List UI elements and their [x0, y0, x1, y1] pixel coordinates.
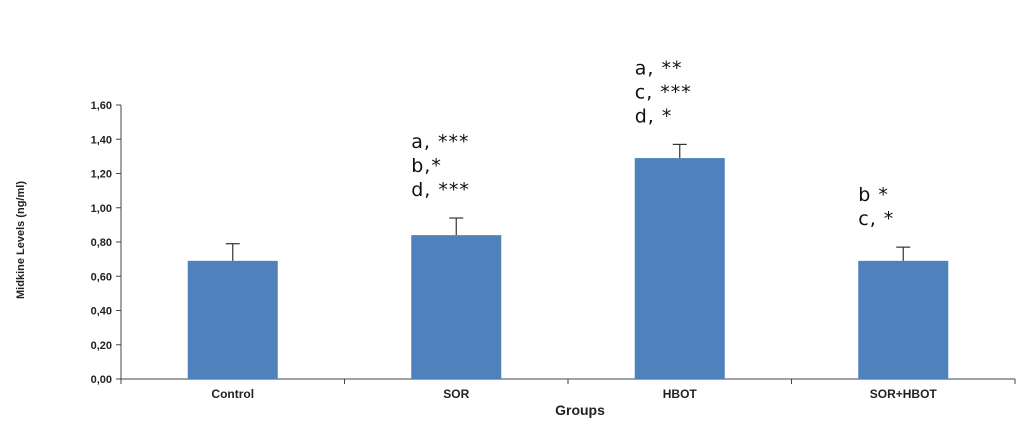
- category-label: SOR+HBOT: [870, 387, 938, 401]
- y-tick-label: 0,60: [91, 271, 112, 283]
- annotation-text: a, ***: [411, 131, 469, 153]
- bar-hbot: [634, 158, 725, 379]
- y-axis: 0,00 0,20 0,40 0,60 0,80 1,00 1,20 1,40 1,60: [91, 100, 122, 386]
- y-tick-label: 0,40: [91, 306, 112, 318]
- y-tick-label: 1,20: [91, 169, 112, 181]
- category-labels: Control SOR HBOT SOR+HBOT: [211, 387, 937, 401]
- bars: [187, 158, 949, 379]
- annotation-text: b *: [858, 184, 889, 206]
- category-label: HBOT: [663, 387, 698, 401]
- y-tick-label: 1,40: [91, 134, 112, 146]
- y-axis-title: Midkine Levels (ng/ml): [15, 181, 27, 299]
- category-label: Control: [211, 387, 254, 401]
- y-tick-label: 0,00: [91, 374, 112, 386]
- annotation-text: d, *: [635, 105, 673, 127]
- bar-sor-hbot: [858, 260, 949, 379]
- bar-control: [187, 260, 278, 379]
- error-bars: [225, 143, 911, 261]
- category-label: SOR: [443, 387, 469, 401]
- y-tick-label: 0,80: [91, 237, 112, 249]
- x-axis-title: Groups: [555, 402, 605, 418]
- annotation-text: d, ***: [411, 179, 470, 201]
- annotation-text: c, ***: [635, 81, 692, 103]
- x-axis: [120, 378, 1016, 384]
- y-tick-label: 1,60: [91, 100, 112, 112]
- annotation-text: c, *: [858, 208, 894, 230]
- y-tick-label: 1,00: [91, 203, 112, 215]
- annotation-text: a, **: [635, 57, 683, 79]
- bar-sor: [411, 235, 502, 379]
- y-tick-label: 0,20: [91, 340, 112, 352]
- significance-annotations: a, ***b,*d, *** a, **c, ***d, * b *c, *: [411, 57, 894, 230]
- annotation-text: b,*: [411, 155, 442, 177]
